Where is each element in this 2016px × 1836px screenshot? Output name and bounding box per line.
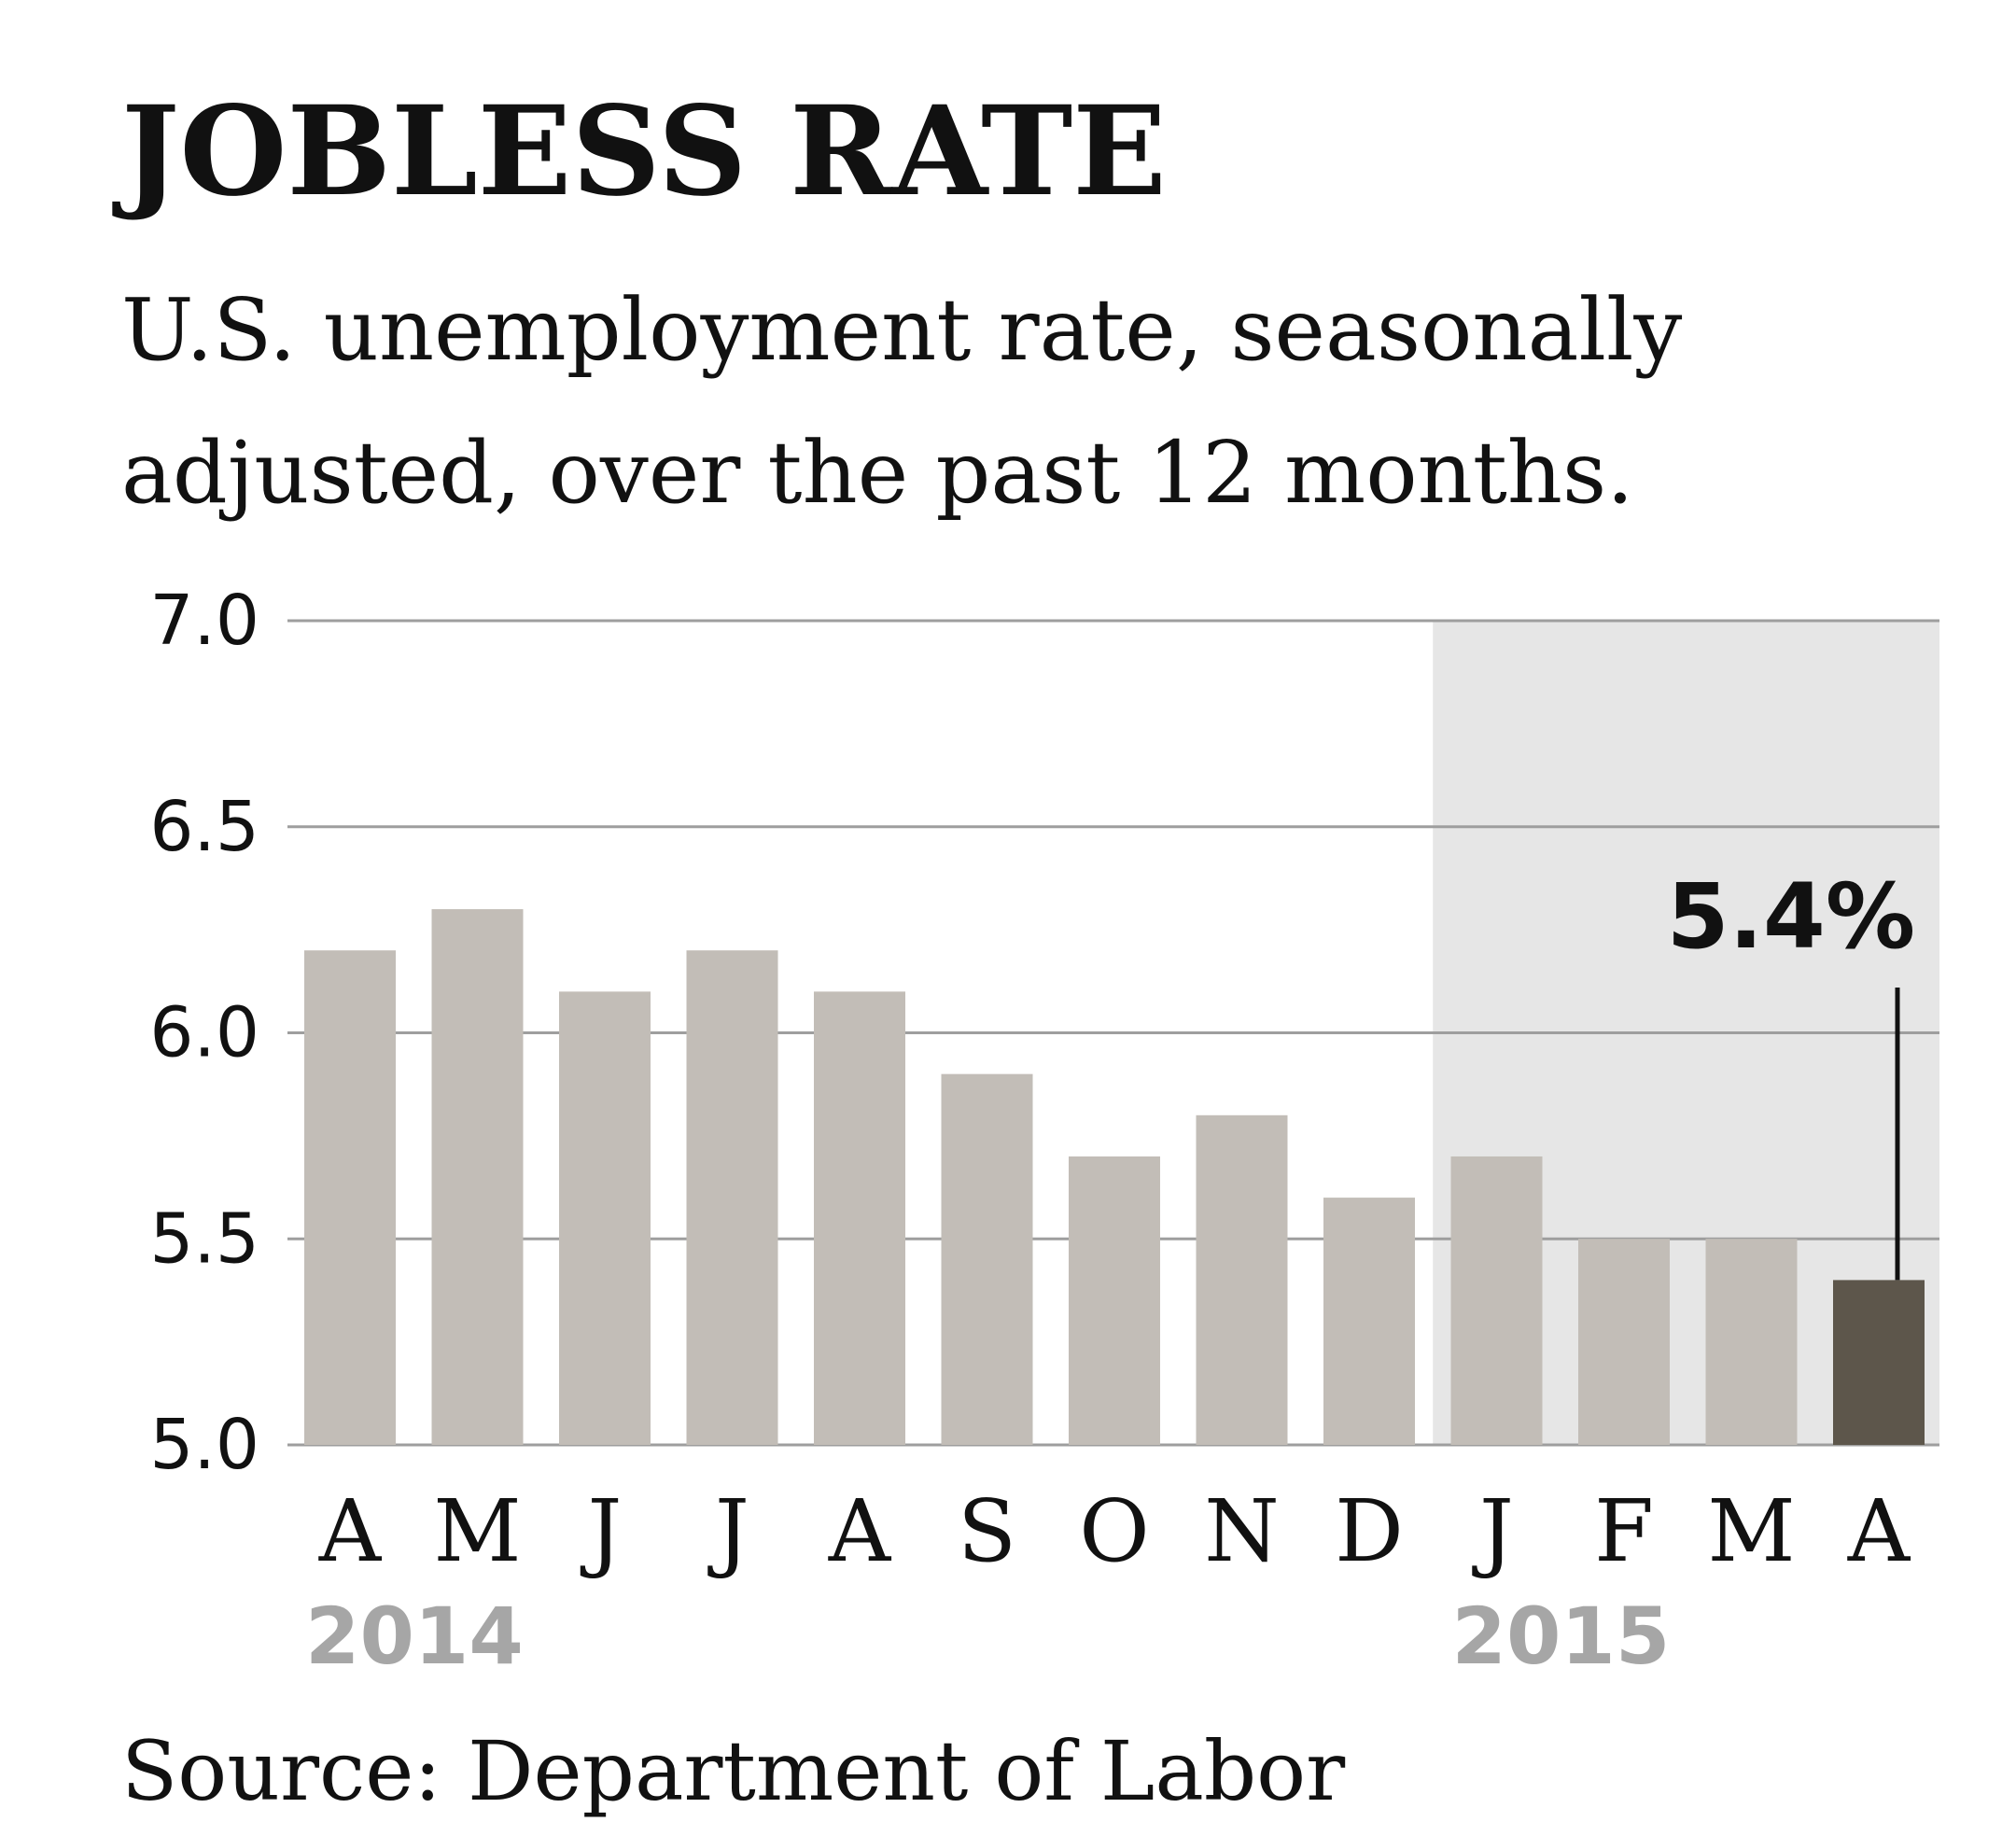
source-note: Source: Department of Labor [121, 1723, 1346, 1819]
y-tick-label: 6.5 [149, 787, 259, 867]
year-label: 2015 [1452, 1591, 1671, 1682]
x-category-label: A [318, 1481, 383, 1581]
y-tick-label: 5.0 [149, 1405, 259, 1485]
bar-highlighted [1833, 1280, 1925, 1445]
x-category-label: J [581, 1481, 623, 1581]
chart-subtitle-line-1: U.S. unemployment rate, seasonally [121, 280, 1682, 380]
x-category-label: D [1335, 1481, 1404, 1581]
x-category-label: J [707, 1481, 749, 1581]
year-label: 2014 [305, 1591, 524, 1682]
bar [814, 991, 905, 1445]
y-tick-label: 7.0 [149, 581, 259, 661]
y-tick-label: 5.5 [149, 1198, 259, 1279]
bar [1196, 1114, 1288, 1445]
bar [1323, 1198, 1415, 1445]
y-axis-ticks: 7.0 6.5 6.0 5.5 5.0 [149, 581, 259, 1485]
bar [1578, 1239, 1670, 1445]
callout-label: 5.4% [1667, 864, 1915, 969]
bar [686, 950, 778, 1445]
x-category-label: M [433, 1481, 521, 1581]
bar [559, 991, 651, 1445]
x-category-label: A [828, 1481, 892, 1581]
bar [1705, 1239, 1798, 1445]
bar [304, 950, 396, 1445]
x-category-label: O [1079, 1481, 1149, 1581]
bar [1450, 1156, 1543, 1445]
x-category-label: A [1847, 1481, 1911, 1581]
year-labels: 2014 2015 [305, 1591, 1670, 1682]
chart-title: JOBLESS RATE [112, 79, 1167, 224]
x-category-label: F [1594, 1481, 1654, 1581]
x-category-label: J [1472, 1481, 1514, 1581]
x-category-label: S [958, 1481, 1016, 1581]
x-category-label: N [1204, 1481, 1280, 1581]
y-tick-label: 6.0 [149, 993, 259, 1073]
bar [431, 909, 524, 1445]
bar [941, 1073, 1033, 1445]
x-category-label: M [1707, 1481, 1795, 1581]
bars [304, 909, 1925, 1445]
chart-subtitle-line-2: adjusted, over the past 12 months. [121, 423, 1634, 523]
bar [1069, 1156, 1160, 1445]
